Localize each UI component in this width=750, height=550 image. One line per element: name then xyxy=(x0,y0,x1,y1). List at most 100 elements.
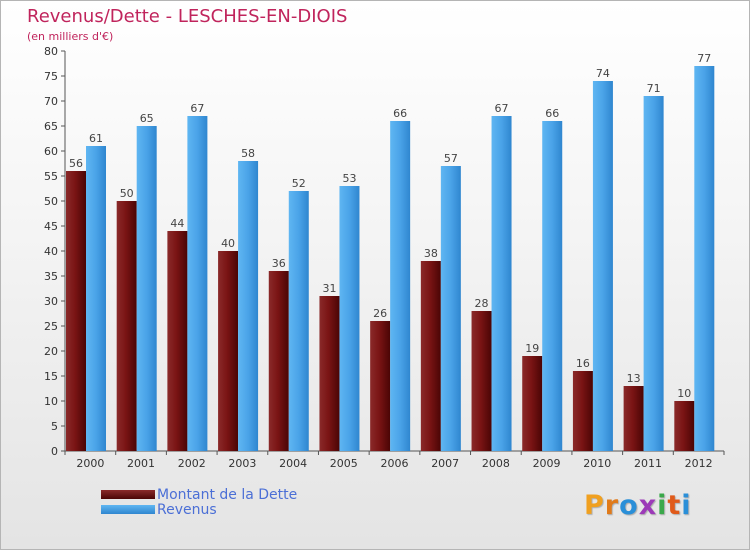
bar-revenus xyxy=(643,96,664,451)
legend-item-dette: Montant de la Dette xyxy=(101,486,298,503)
bar-revenus xyxy=(542,121,563,451)
y-tick-label: 40 xyxy=(44,245,58,258)
bar-revenus xyxy=(238,161,259,451)
bar-revenus xyxy=(86,146,106,451)
bar-dette xyxy=(218,251,239,451)
chart-subtitle: (en milliers d'€) xyxy=(27,30,114,43)
bar-dette xyxy=(167,231,188,451)
x-tick-label: 2002 xyxy=(178,457,206,470)
logo-letter: x xyxy=(638,490,658,521)
legend-item-revenus: Revenus xyxy=(101,501,297,518)
x-tick-label: 2003 xyxy=(228,457,256,470)
bar-revenus xyxy=(694,66,715,451)
y-tick-label: 45 xyxy=(44,220,58,233)
x-axis: 2000 2001 2002 2003 2004 2005 2006 2007 2008 2009… xyxy=(64,450,725,470)
data-label-revenus: 66 xyxy=(393,107,407,120)
logo-letter: t xyxy=(667,490,682,521)
bar-revenus xyxy=(339,186,360,451)
data-label-revenus: 58 xyxy=(241,147,255,160)
data-label-dette: 16 xyxy=(576,357,590,370)
x-tick-label: 2000 xyxy=(76,457,104,470)
logo-letter: r xyxy=(604,490,620,521)
y-tick-label: 0 xyxy=(51,445,58,458)
bar-dette xyxy=(572,371,593,451)
legend-swatch-revenus xyxy=(101,505,155,514)
legend-label-dette: Montant de la Dette xyxy=(157,486,298,503)
data-label-dette: 10 xyxy=(677,387,691,400)
bar-dette xyxy=(471,311,492,451)
x-tick-label: 2012 xyxy=(685,457,713,470)
x-tick-label: 2005 xyxy=(330,457,358,470)
y-tick-label: 10 xyxy=(44,395,58,408)
bar-dette xyxy=(674,401,695,451)
x-tick-label: 2010 xyxy=(583,457,611,470)
bar-revenus xyxy=(136,126,157,451)
bar-dette xyxy=(116,201,137,451)
data-label-revenus: 57 xyxy=(444,152,458,165)
data-label-revenus: 53 xyxy=(342,172,356,185)
bar-dette xyxy=(370,321,391,451)
bar-dette xyxy=(522,356,543,451)
logo-letter: i xyxy=(657,490,668,521)
data-label-dette: 31 xyxy=(322,282,336,295)
chart-title: Revenus/Dette - LESCHES-EN-DIOIS xyxy=(27,6,348,27)
logo-letter: P xyxy=(584,490,605,521)
y-tick-label: 55 xyxy=(44,170,58,183)
bar-dette xyxy=(623,386,644,451)
data-label-revenus: 77 xyxy=(697,52,711,65)
logo-letter: o xyxy=(619,490,639,521)
data-label-dette: 40 xyxy=(221,237,235,250)
y-axis: 0 5 10 15 20 25 30 35 40 45 50 55 60 65 70 75 80 xyxy=(44,45,66,458)
bar-revenus xyxy=(390,121,411,451)
bars-group xyxy=(66,66,715,451)
bar-dette xyxy=(420,261,441,451)
data-label-dette: 50 xyxy=(120,187,134,200)
y-tick-label: 75 xyxy=(44,70,58,83)
x-tick-label: 2009 xyxy=(533,457,561,470)
bar-dette xyxy=(66,171,86,451)
data-label-revenus: 65 xyxy=(140,112,154,125)
data-label-dette: 28 xyxy=(475,297,489,310)
bar-revenus xyxy=(592,81,613,451)
y-tick-label: 70 xyxy=(44,95,58,108)
y-tick-label: 80 xyxy=(44,45,58,58)
data-label-revenus: 74 xyxy=(596,67,610,80)
data-label-revenus: 67 xyxy=(495,102,509,115)
data-label-revenus: 71 xyxy=(647,82,661,95)
bar-revenus xyxy=(187,116,208,451)
data-label-dette: 19 xyxy=(525,342,539,355)
bar-revenus xyxy=(440,166,461,451)
data-label-dette: 26 xyxy=(373,307,387,320)
y-tick-label: 65 xyxy=(44,120,58,133)
legend-label-revenus: Revenus xyxy=(157,501,217,518)
data-labels-group: 56 61 50 65 44 67 40 58 36 52 31 53 26 66 38 57 28 67 19 66… xyxy=(69,52,711,400)
data-label-dette: 38 xyxy=(424,247,438,260)
x-tick-label: 2007 xyxy=(431,457,459,470)
x-tick-label: 2001 xyxy=(127,457,155,470)
x-tick-label: 2011 xyxy=(634,457,662,470)
legend-swatch-dette xyxy=(101,490,155,499)
x-tick-label: 2008 xyxy=(482,457,510,470)
y-tick-label: 60 xyxy=(44,145,58,158)
proxiti-logo: Proxiti xyxy=(584,490,692,521)
data-label-revenus: 52 xyxy=(292,177,306,190)
bar-revenus xyxy=(288,191,309,451)
data-label-dette: 56 xyxy=(69,157,83,170)
y-tick-label: 20 xyxy=(44,345,58,358)
legend: Montant de la Dette Revenus xyxy=(101,486,298,518)
x-tick-label: 2004 xyxy=(279,457,307,470)
data-label-dette: 36 xyxy=(272,257,286,270)
y-tick-label: 5 xyxy=(51,420,58,433)
y-tick-label: 15 xyxy=(44,370,58,383)
data-label-dette: 13 xyxy=(627,372,641,385)
y-tick-label: 25 xyxy=(44,320,58,333)
x-tick-label: 2006 xyxy=(381,457,409,470)
bar-dette xyxy=(319,296,340,451)
y-tick-label: 50 xyxy=(44,195,58,208)
data-label-revenus: 67 xyxy=(190,102,204,115)
bar-dette xyxy=(268,271,289,451)
y-tick-label: 35 xyxy=(44,270,58,283)
y-tick-label: 30 xyxy=(44,295,58,308)
logo-letter: i xyxy=(681,490,692,521)
